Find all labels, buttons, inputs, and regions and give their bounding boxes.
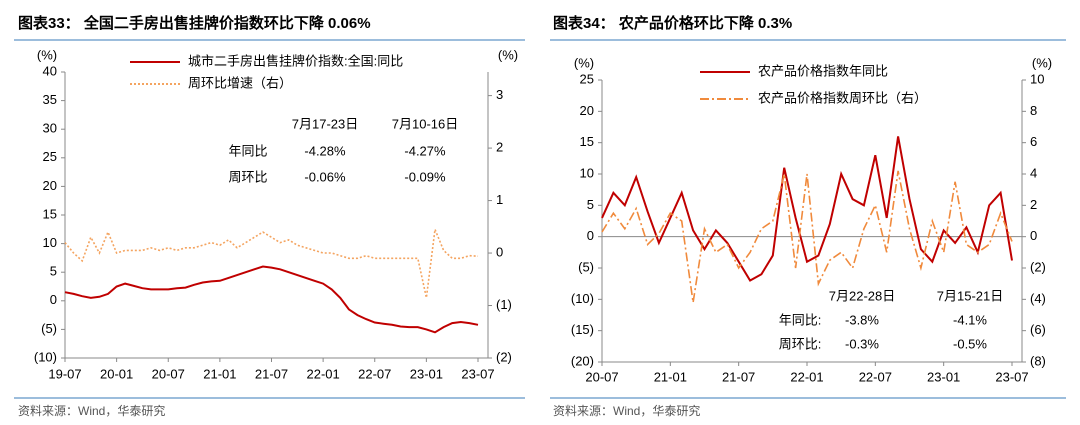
y-tick-label: 30 (43, 121, 57, 136)
annotation-cell: -4.28% (304, 143, 346, 158)
y-tick-label: (5) (41, 321, 57, 336)
annotation-cell: -4.27% (404, 143, 446, 158)
y-tick-label: (20) (571, 353, 594, 368)
source-note: 资料来源：Wind，华泰研究 (553, 403, 700, 418)
y-tick-label: (10) (571, 291, 594, 306)
y-tick-label: 25 (580, 71, 594, 86)
y-tick-label: 35 (43, 92, 57, 107)
annotation-row-label: 周环比 (228, 169, 267, 184)
y-tick-label: (5) (578, 259, 594, 274)
y-tick-label: 15 (43, 206, 57, 221)
x-tick-label: 23-01 (410, 366, 443, 381)
x-tick-label: 22-01 (307, 366, 340, 381)
y-tick-label: (10) (34, 349, 57, 364)
x-tick-label: 22-01 (790, 369, 823, 384)
annotation-cell: -0.3% (845, 336, 879, 351)
chart-title: 图表34： 农产品价格环比下降 0.3% (553, 14, 792, 32)
x-tick-label: 23-07 (995, 369, 1028, 384)
source-note: 资料来源：Wind，华泰研究 (18, 403, 165, 418)
legend-label: 周环比增速（右） (188, 75, 292, 90)
x-tick-label: 20-01 (100, 366, 133, 381)
annotation-cell: -0.09% (404, 169, 446, 184)
y2-tick-label: 4 (1030, 165, 1037, 180)
y2-tick-label: (6) (1030, 322, 1046, 337)
annotation-cell: -0.06% (304, 169, 346, 184)
y-tick-label: 10 (43, 235, 57, 250)
y2-tick-label: 6 (1030, 134, 1037, 149)
y-tick-label: 20 (580, 103, 594, 118)
y2-axis-label: (%) (498, 47, 518, 62)
series-line (601, 170, 1013, 303)
x-tick-label: 22-07 (859, 369, 892, 384)
y-tick-label: 20 (43, 178, 57, 193)
y2-tick-label: 0 (1030, 228, 1037, 243)
y-tick-label: (15) (571, 322, 594, 337)
x-tick-label: 21-07 (722, 369, 755, 384)
y-tick-label: 5 (50, 264, 57, 279)
y2-tick-label: (1) (496, 297, 512, 312)
y-tick-label: 0 (587, 228, 594, 243)
series-line (64, 226, 479, 298)
y-tick-label: 40 (43, 63, 57, 78)
x-tick-label: 23-07 (461, 366, 494, 381)
annotation-row-label: 周环比: (779, 336, 822, 351)
y-axis-label: (%) (37, 47, 57, 62)
x-tick-label: 19-07 (48, 366, 81, 381)
x-tick-label: 23-01 (927, 369, 960, 384)
y2-tick-label: (4) (1030, 291, 1046, 306)
y2-tick-label: 8 (1030, 103, 1037, 118)
legend-label: 农产品价格指数年同比 (758, 63, 888, 78)
legend-label: 农产品价格指数周环比（右） (758, 90, 927, 105)
annotation-header: 7月15-21日 (937, 288, 1003, 303)
annotation-cell: -3.8% (845, 312, 879, 327)
series-line (64, 265, 479, 334)
y2-tick-label: 3 (496, 87, 503, 102)
y-tick-label: 15 (580, 134, 594, 149)
y2-tick-label: (2) (1030, 259, 1046, 274)
y2-tick-label: 10 (1030, 71, 1044, 86)
y2-tick-label: 2 (1030, 197, 1037, 212)
x-tick-label: 20-07 (152, 366, 185, 381)
chart-title: 图表33： 全国二手房出售挂牌价指数环比下降 0.06% (18, 14, 371, 32)
annotation-header: 7月10-16日 (392, 116, 458, 131)
x-tick-label: 20-07 (585, 369, 618, 384)
annotation-cell: -0.5% (953, 336, 987, 351)
y-tick-label: 25 (43, 149, 57, 164)
x-tick-label: 21-01 (654, 369, 687, 384)
annotation-row-label: 年同比 (228, 143, 267, 158)
y2-tick-label: (8) (1030, 353, 1046, 368)
y-axis-label: (%) (574, 55, 594, 70)
x-tick-label: 21-07 (255, 366, 288, 381)
y2-tick-label: 1 (496, 192, 503, 207)
annotation-header: 7月22-28日 (829, 288, 895, 303)
y2-tick-label: 2 (496, 140, 503, 155)
x-tick-label: 21-01 (203, 366, 236, 381)
annotation-header: 7月17-23日 (292, 116, 358, 131)
x-tick-label: 22-07 (358, 366, 391, 381)
y2-tick-label: (2) (496, 349, 512, 364)
annotation-cell: -4.1% (953, 312, 987, 327)
series-line (601, 136, 1013, 282)
y-tick-label: 0 (50, 292, 57, 307)
legend-label: 城市二手房出售挂牌价指数:全国:同比 (188, 53, 403, 68)
y2-tick-label: 0 (496, 244, 503, 259)
y-tick-label: 10 (580, 165, 594, 180)
annotation-row-label: 年同比: (779, 312, 822, 327)
y2-axis-label: (%) (1032, 55, 1052, 70)
y-tick-label: 5 (587, 197, 594, 212)
